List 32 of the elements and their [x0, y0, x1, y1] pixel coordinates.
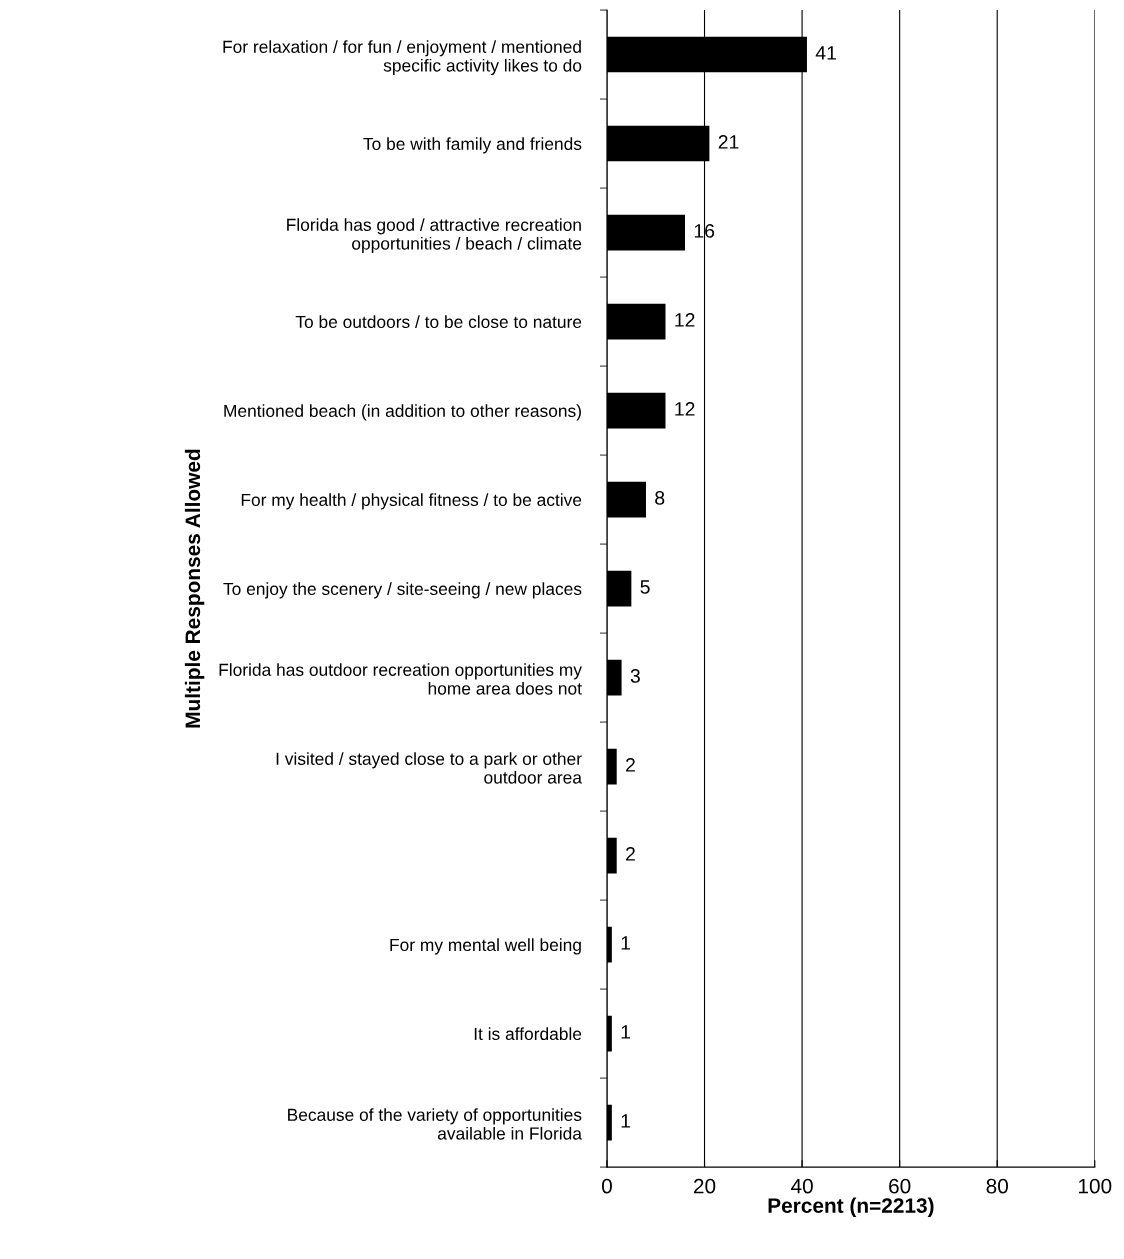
data-label: 2: [626, 758, 635, 772]
y-tick-label: Mentioned beach (in addition to other reasons): [224, 404, 581, 421]
x-tick-label: 60: [889, 1178, 911, 1194]
data-label: 1: [621, 936, 631, 950]
data-label: 12: [675, 313, 695, 327]
data-label: 21: [718, 135, 739, 149]
y-tick-label: To enjoy the scenery / site-seeing / new places: [223, 582, 582, 599]
x-tick-label: 80: [986, 1178, 1008, 1194]
data-label: 3: [630, 669, 640, 683]
y-tick-label: To be with family and friends: [363, 137, 582, 154]
y-axis-title: Multiple Responses Allowed: [184, 449, 205, 728]
data-label: 1: [621, 1114, 631, 1128]
y-tick-label: Florida has outdoor recreation opportunities my home area does not: [219, 663, 582, 695]
y-tick-label: It is affordable: [474, 1027, 582, 1041]
y-tick-label: For my health / physical fitness / to be active: [241, 493, 582, 510]
x-axis-title: Percent (n=2213): [768, 1197, 934, 1218]
data-label: 8: [655, 491, 665, 505]
data-label: 5: [640, 580, 650, 594]
x-tick-label: 40: [790, 1178, 813, 1194]
x-tick-label: 0: [601, 1178, 612, 1194]
data-label: 2: [626, 847, 635, 861]
y-tick-label: I visited / stayed close to a park or other outdoor area: [276, 752, 582, 784]
x-tick-label: 20: [693, 1178, 716, 1194]
x-tick-label: 100: [1078, 1178, 1112, 1194]
data-label: 1: [621, 1025, 631, 1039]
y-tick-label: Because of the variety of opportunities available in Florida: [288, 1108, 582, 1140]
data-label: 12: [675, 402, 695, 416]
data-label: 41: [815, 46, 836, 60]
y-tick-label: Florida has good / attractive recreation opportunities / beach / climate: [287, 218, 582, 254]
y-tick-label: For relaxation / for fun / enjoyment / mentioned specific activity likes to do: [223, 40, 582, 76]
y-tick-label: For my mental well being: [390, 938, 581, 955]
y-tick-label: To be outdoors / to be close to nature: [295, 315, 582, 329]
